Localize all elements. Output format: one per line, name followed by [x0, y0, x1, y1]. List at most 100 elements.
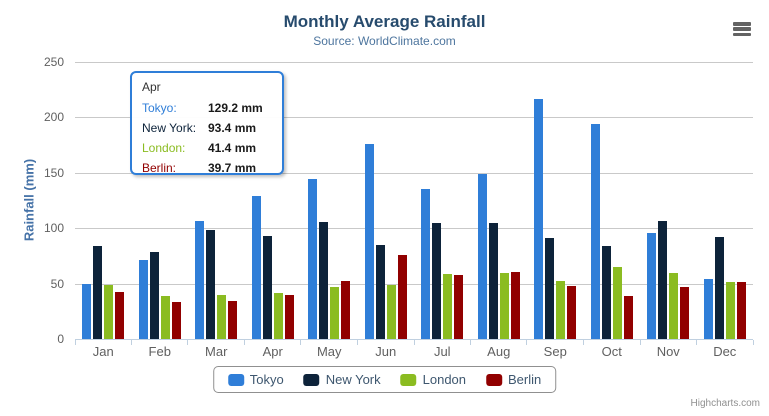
bar-london-aug[interactable] [499, 272, 509, 339]
bar-tokyo-aug[interactable] [477, 174, 487, 339]
bar-london-jul[interactable] [443, 273, 453, 339]
bar-new-york-aug[interactable] [488, 223, 498, 339]
legend-item-new-york[interactable]: New York [303, 372, 381, 387]
x-axis-label-apr: Apr [262, 344, 283, 359]
bar-tokyo-nov[interactable] [647, 233, 657, 339]
legend-swatch-icon [400, 373, 417, 386]
x-axis-line [75, 339, 753, 340]
legend-item-london[interactable]: London [400, 372, 467, 387]
bar-berlin-aug[interactable] [510, 272, 520, 339]
bar-new-york-jul[interactable] [432, 222, 442, 339]
x-axis-label-mar: Mar [205, 344, 228, 359]
legend: Tokyo New York London Berlin [212, 366, 557, 393]
bar-groups [75, 62, 753, 339]
bar-group-jul [414, 62, 471, 339]
bar-group-jan [75, 62, 132, 339]
bar-tokyo-jan[interactable] [82, 283, 92, 339]
bar-new-york-mar[interactable] [206, 229, 216, 339]
bar-london-jan[interactable] [104, 284, 114, 339]
chart-subtitle: Source: WorldClimate.com [313, 34, 456, 48]
tooltip-rows: Tokyo: 129.2 mm New York: 93.4 mm London: 41.… [142, 98, 272, 178]
bar-new-york-may[interactable] [319, 221, 329, 339]
bar-berlin-dec[interactable] [736, 282, 746, 339]
bar-new-york-sep[interactable] [545, 237, 555, 339]
x-axis-tick [300, 340, 302, 345]
x-axis-tick [639, 340, 641, 345]
tooltip-series-label: London: [142, 141, 186, 155]
bar-london-dec[interactable] [725, 282, 735, 339]
x-axis-labels: Jan Feb Mar Apr May Jun Jul Aug Sep Oct Nov Dec [75, 344, 753, 359]
plot-area [74, 62, 754, 345]
bar-berlin-apr[interactable] [284, 295, 294, 339]
tooltip-row-tokyo-: Tokyo: 129.2 mm [142, 98, 272, 118]
bar-london-feb[interactable] [160, 296, 170, 339]
x-axis-tick [130, 340, 132, 345]
gridline [75, 283, 753, 285]
tooltip-series-value: 129.2 mm [208, 101, 263, 115]
bar-group-apr [245, 62, 302, 339]
x-axis-tick [752, 340, 754, 345]
bar-tokyo-oct[interactable] [590, 123, 600, 339]
x-axis-tick [470, 340, 471, 345]
credits-link[interactable]: Highcharts.com [690, 398, 760, 409]
x-axis-tick [357, 340, 358, 345]
x-axis-label-jul: Jul [433, 344, 451, 359]
legend-item-tokyo[interactable]: Tokyo [227, 372, 284, 387]
hamburger-icon [733, 27, 751, 31]
gridline [75, 117, 753, 119]
bar-group-dec [697, 62, 754, 339]
legend-item-berlin[interactable]: Berlin [486, 372, 541, 387]
bar-new-york-dec[interactable] [714, 236, 724, 339]
bar-berlin-mar[interactable] [228, 300, 238, 339]
legend-label: Berlin [508, 372, 542, 387]
bar-tokyo-jun[interactable] [364, 144, 374, 339]
bar-new-york-apr[interactable] [262, 235, 272, 339]
bar-berlin-jan[interactable] [115, 292, 125, 339]
y-axis-tick-label: 0 [57, 332, 64, 346]
bar-new-york-nov[interactable] [658, 220, 668, 339]
bar-group-oct [584, 62, 641, 339]
bar-tokyo-apr[interactable] [251, 195, 261, 339]
bar-tokyo-sep[interactable] [534, 99, 544, 339]
x-axis-label-may: May [316, 344, 342, 359]
bar-new-york-feb[interactable] [149, 251, 159, 339]
bar-berlin-may[interactable] [341, 280, 351, 339]
legend-label: London [422, 372, 467, 387]
bar-tokyo-feb[interactable] [138, 259, 148, 339]
legend-label: Tokyo [249, 372, 284, 387]
bar-berlin-feb[interactable] [171, 302, 181, 339]
hamburger-icon [733, 32, 751, 36]
bar-new-york-jan[interactable] [93, 246, 103, 339]
bar-group-aug [471, 62, 528, 339]
bar-london-sep[interactable] [556, 280, 566, 339]
bar-london-nov[interactable] [669, 273, 679, 339]
bar-group-jun [358, 62, 415, 339]
x-axis-tick [696, 340, 697, 345]
x-axis-label-jun: Jun [375, 344, 397, 359]
legend-swatch-icon [303, 373, 320, 386]
bar-group-sep [527, 62, 584, 339]
bar-group-nov [640, 62, 697, 339]
legend-swatch-icon [227, 373, 244, 386]
tooltip-row-new-york-: New York: 93.4 mm [142, 118, 272, 138]
bar-tokyo-jul[interactable] [421, 188, 431, 339]
bar-tokyo-may[interactable] [308, 179, 318, 339]
bar-berlin-sep[interactable] [567, 286, 577, 339]
tooltip-series-value: 41.4 mm [208, 141, 257, 155]
bar-berlin-jul[interactable] [454, 275, 464, 339]
bar-london-may[interactable] [330, 286, 340, 339]
bar-new-york-jun[interactable] [375, 245, 385, 339]
bar-london-jun[interactable] [386, 285, 396, 339]
bar-london-oct[interactable] [612, 266, 622, 339]
bar-berlin-nov[interactable] [680, 287, 690, 339]
bar-new-york-oct[interactable] [601, 246, 611, 339]
bar-berlin-jun[interactable] [397, 255, 407, 339]
bar-london-mar[interactable] [217, 295, 227, 339]
bar-group-feb [132, 62, 189, 339]
bar-berlin-oct[interactable] [623, 295, 633, 339]
bar-tokyo-dec[interactable] [703, 278, 713, 339]
chart-title: Monthly Average Rainfall [283, 12, 486, 31]
export-menu-button[interactable] [733, 22, 751, 36]
bar-tokyo-mar[interactable] [195, 221, 205, 339]
bar-london-apr[interactable] [273, 293, 283, 339]
